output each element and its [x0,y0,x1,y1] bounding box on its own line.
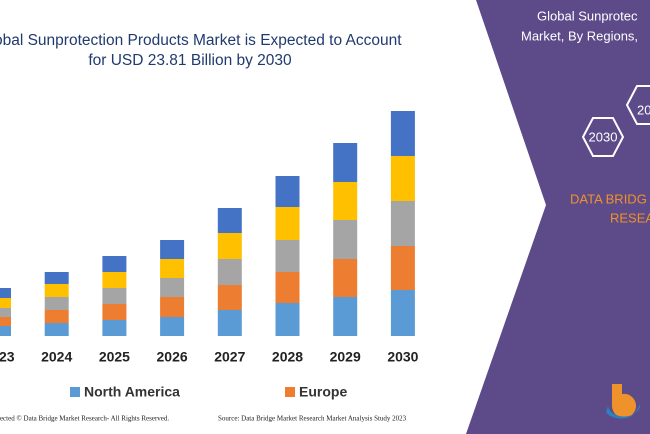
legend-swatch [285,387,295,397]
hexagon [581,117,625,157]
panel-heading: Market, By Regions, [521,28,638,43]
bar-segment [160,259,185,278]
legend-label: Europe [299,384,347,400]
bar-segment [0,308,11,317]
footer-text: tected © Data Bridge Market Research- Al… [0,415,169,423]
x-tick-label: 2023 [0,349,15,365]
bar-segment [217,259,242,285]
hexagon [625,85,650,125]
bar-segment [390,111,415,156]
bar-segment [0,288,11,298]
bar-segment [160,240,185,259]
hexagon-label: 2030 [589,129,618,144]
side-panel [466,0,650,434]
bar-segment [44,272,69,284]
footer-text: Source: Data Bridge Market Research Mark… [218,415,407,423]
bar-segment [44,310,69,323]
legend-swatch [70,387,80,397]
bar-segment [217,285,242,310]
x-tick-label: 2025 [99,349,130,365]
bar-segment [333,220,358,259]
x-tick-label: 2024 [41,349,72,365]
bar-segment [333,297,358,336]
x-tick-label: 2026 [157,349,188,365]
bar-segment [390,246,415,290]
logo [606,384,641,419]
bar-segment [217,208,242,233]
bar-segment [102,256,127,272]
bar-segment [0,317,11,326]
bar-segment [102,272,127,288]
bar-segment [390,156,415,201]
bar-segment [275,240,300,272]
bar-segment [160,278,185,297]
hexagon-label: 20 [637,102,650,117]
bar-segment [333,259,358,297]
chart-title: Global Sunprotection Products Market is … [0,32,402,49]
bar-segment [102,320,127,336]
bar-segment [390,201,415,246]
bar-segment [275,272,300,303]
chart-title: for USD 23.81 Billion by 2030 [88,52,292,69]
bar-segment [102,288,127,304]
x-tick-label: 2030 [387,349,418,365]
bar-segment [275,303,300,336]
bar-segment [44,284,69,297]
legend-label: North America [84,384,180,400]
bar-segment [275,207,300,240]
brand-text: DATA BRIDG [570,191,647,206]
bar-segment [160,297,185,317]
bar-segment [160,317,185,336]
bar-segment [390,290,415,336]
bar-segment [333,143,358,182]
bar-segment [44,323,69,336]
x-tick-label: 2027 [214,349,245,365]
bar-segment [0,298,11,308]
bar-segment [102,304,127,320]
bar-segment [275,176,300,207]
x-tick-label: 2029 [330,349,361,365]
panel-heading: Global Sunprotec [537,8,638,23]
x-tick-label: 2028 [272,349,303,365]
bar-segment [217,233,242,259]
bar-segment [44,297,69,310]
bar-segment [333,182,358,220]
bar-segment [217,310,242,336]
brand-text: RESEA [610,210,650,225]
bar-segment [0,326,11,336]
